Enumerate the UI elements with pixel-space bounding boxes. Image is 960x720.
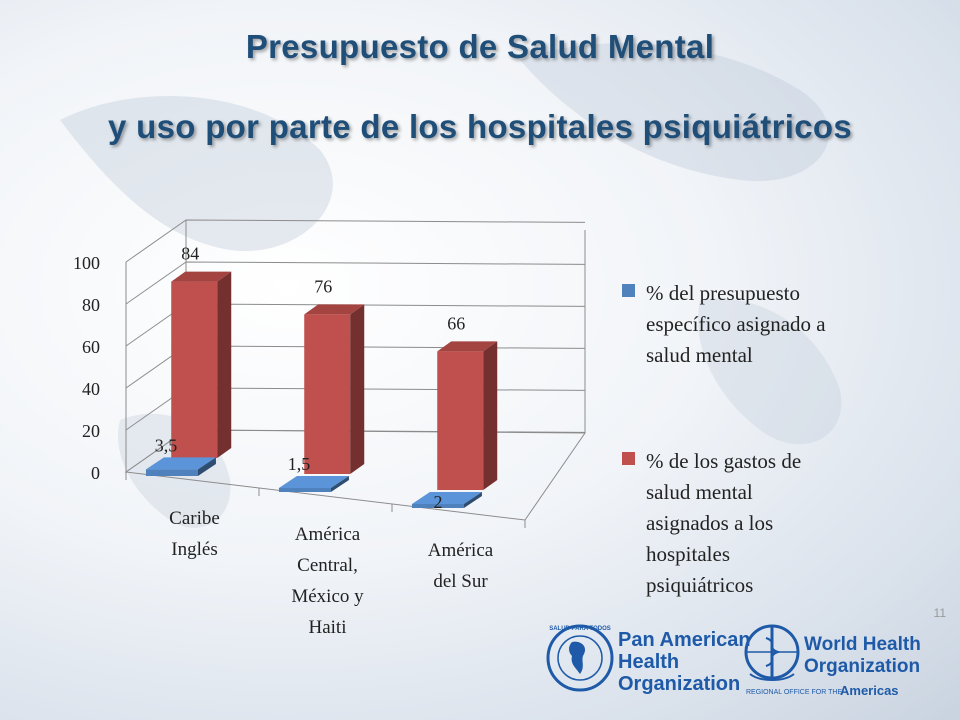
x-category-label: Caribe [169, 508, 220, 529]
bar-hospitals [171, 281, 218, 458]
page-number: 11 [933, 606, 946, 620]
data-label-budget: 2 [433, 492, 442, 512]
x-category-label: Inglés [171, 539, 217, 560]
x-category-label: del Sur [433, 571, 488, 592]
paho-name-line3: Organization [618, 673, 740, 695]
bar-budget [411, 504, 464, 508]
x-category-label: Central, [297, 555, 358, 576]
bar-budget-top [411, 492, 482, 504]
data-label-hospitals: 76 [314, 276, 332, 296]
slide-title-line2: y uso por parte de los hospitales psiqui… [108, 108, 852, 145]
y-tick-label: 40 [82, 379, 100, 399]
legend-item-hospitals-line: salud mental [646, 480, 753, 504]
paho-seal-icon [546, 624, 614, 692]
bar-hospitals-top [437, 341, 498, 352]
y-tick-label: 0 [91, 463, 100, 483]
legend-item-hospitals: % de los gastos de salud mental asignado… [622, 446, 862, 601]
paho-logo: SALUD PARA TODOS Pan American Health Org… [546, 624, 751, 695]
x-category-label: América [295, 524, 361, 545]
legend-item-hospitals-line: psiquiátricos [646, 573, 754, 597]
y-tick-label: 60 [82, 337, 100, 357]
x-category-label: América [428, 540, 494, 561]
legend-item-budget-line: específico asignado a [646, 312, 826, 336]
legend-swatch-blue [622, 284, 635, 297]
bar-budget-top [145, 457, 216, 470]
paho-name-line1: Pan American [618, 629, 751, 651]
data-label-hospitals: 66 [447, 313, 465, 333]
legend-item-budget-line: salud mental [646, 343, 753, 367]
bar-budget [278, 488, 331, 492]
who-logo: World Health Organization REGIONAL OFFIC… [744, 624, 920, 698]
x-category-label: México y [291, 586, 364, 607]
legend-item-hospitals-line: hospitales [646, 542, 730, 566]
bar-budget-side [330, 476, 349, 492]
bar-hospitals-top [304, 304, 365, 315]
organization-logos: SALUD PARA TODOS Pan American Health Org… [546, 624, 920, 698]
who-name-line1: World Health [804, 634, 920, 655]
legend-item-budget-line: % del presupuesto [646, 281, 800, 305]
bar-hospitals [437, 351, 484, 490]
bar-budget-side [197, 457, 216, 476]
who-regional-prefix: REGIONAL OFFICE FOR THE [746, 689, 842, 696]
bar-budget-top [278, 476, 349, 488]
y-tick-label: 20 [82, 421, 100, 441]
data-label-budget: 1,5 [288, 454, 311, 474]
bar-budget-side [463, 492, 482, 508]
legend-item-budget: % del presupuesto específico asignado a … [622, 278, 862, 371]
data-label-budget: 3,5 [155, 435, 178, 455]
paho-seal-text: SALUD PARA TODOS [549, 626, 611, 632]
slide-title-line1: Presupuesto de Salud Mental [245, 28, 715, 65]
y-tick-label: 100 [73, 253, 100, 273]
bar-hospitals-side [350, 304, 365, 474]
bar-hospitals-side [483, 341, 498, 490]
bar-hospitals-side [217, 271, 232, 458]
bar-hospitals [304, 314, 351, 474]
data-label-hospitals: 84 [181, 244, 199, 264]
x-category-label: Haiti [309, 617, 347, 638]
bar-budget [145, 469, 198, 476]
who-regional-name: Americas [840, 683, 899, 698]
legend-swatch-red [622, 452, 635, 465]
legend-item-hospitals-line: asignados a los [646, 511, 774, 535]
y-tick-label: 80 [82, 295, 100, 315]
bar-hospitals-top [171, 271, 232, 282]
who-name-line2: Organization [804, 656, 920, 677]
paho-name-line2: Health [618, 651, 679, 673]
legend-item-hospitals-line: % de los gastos de [646, 449, 802, 473]
